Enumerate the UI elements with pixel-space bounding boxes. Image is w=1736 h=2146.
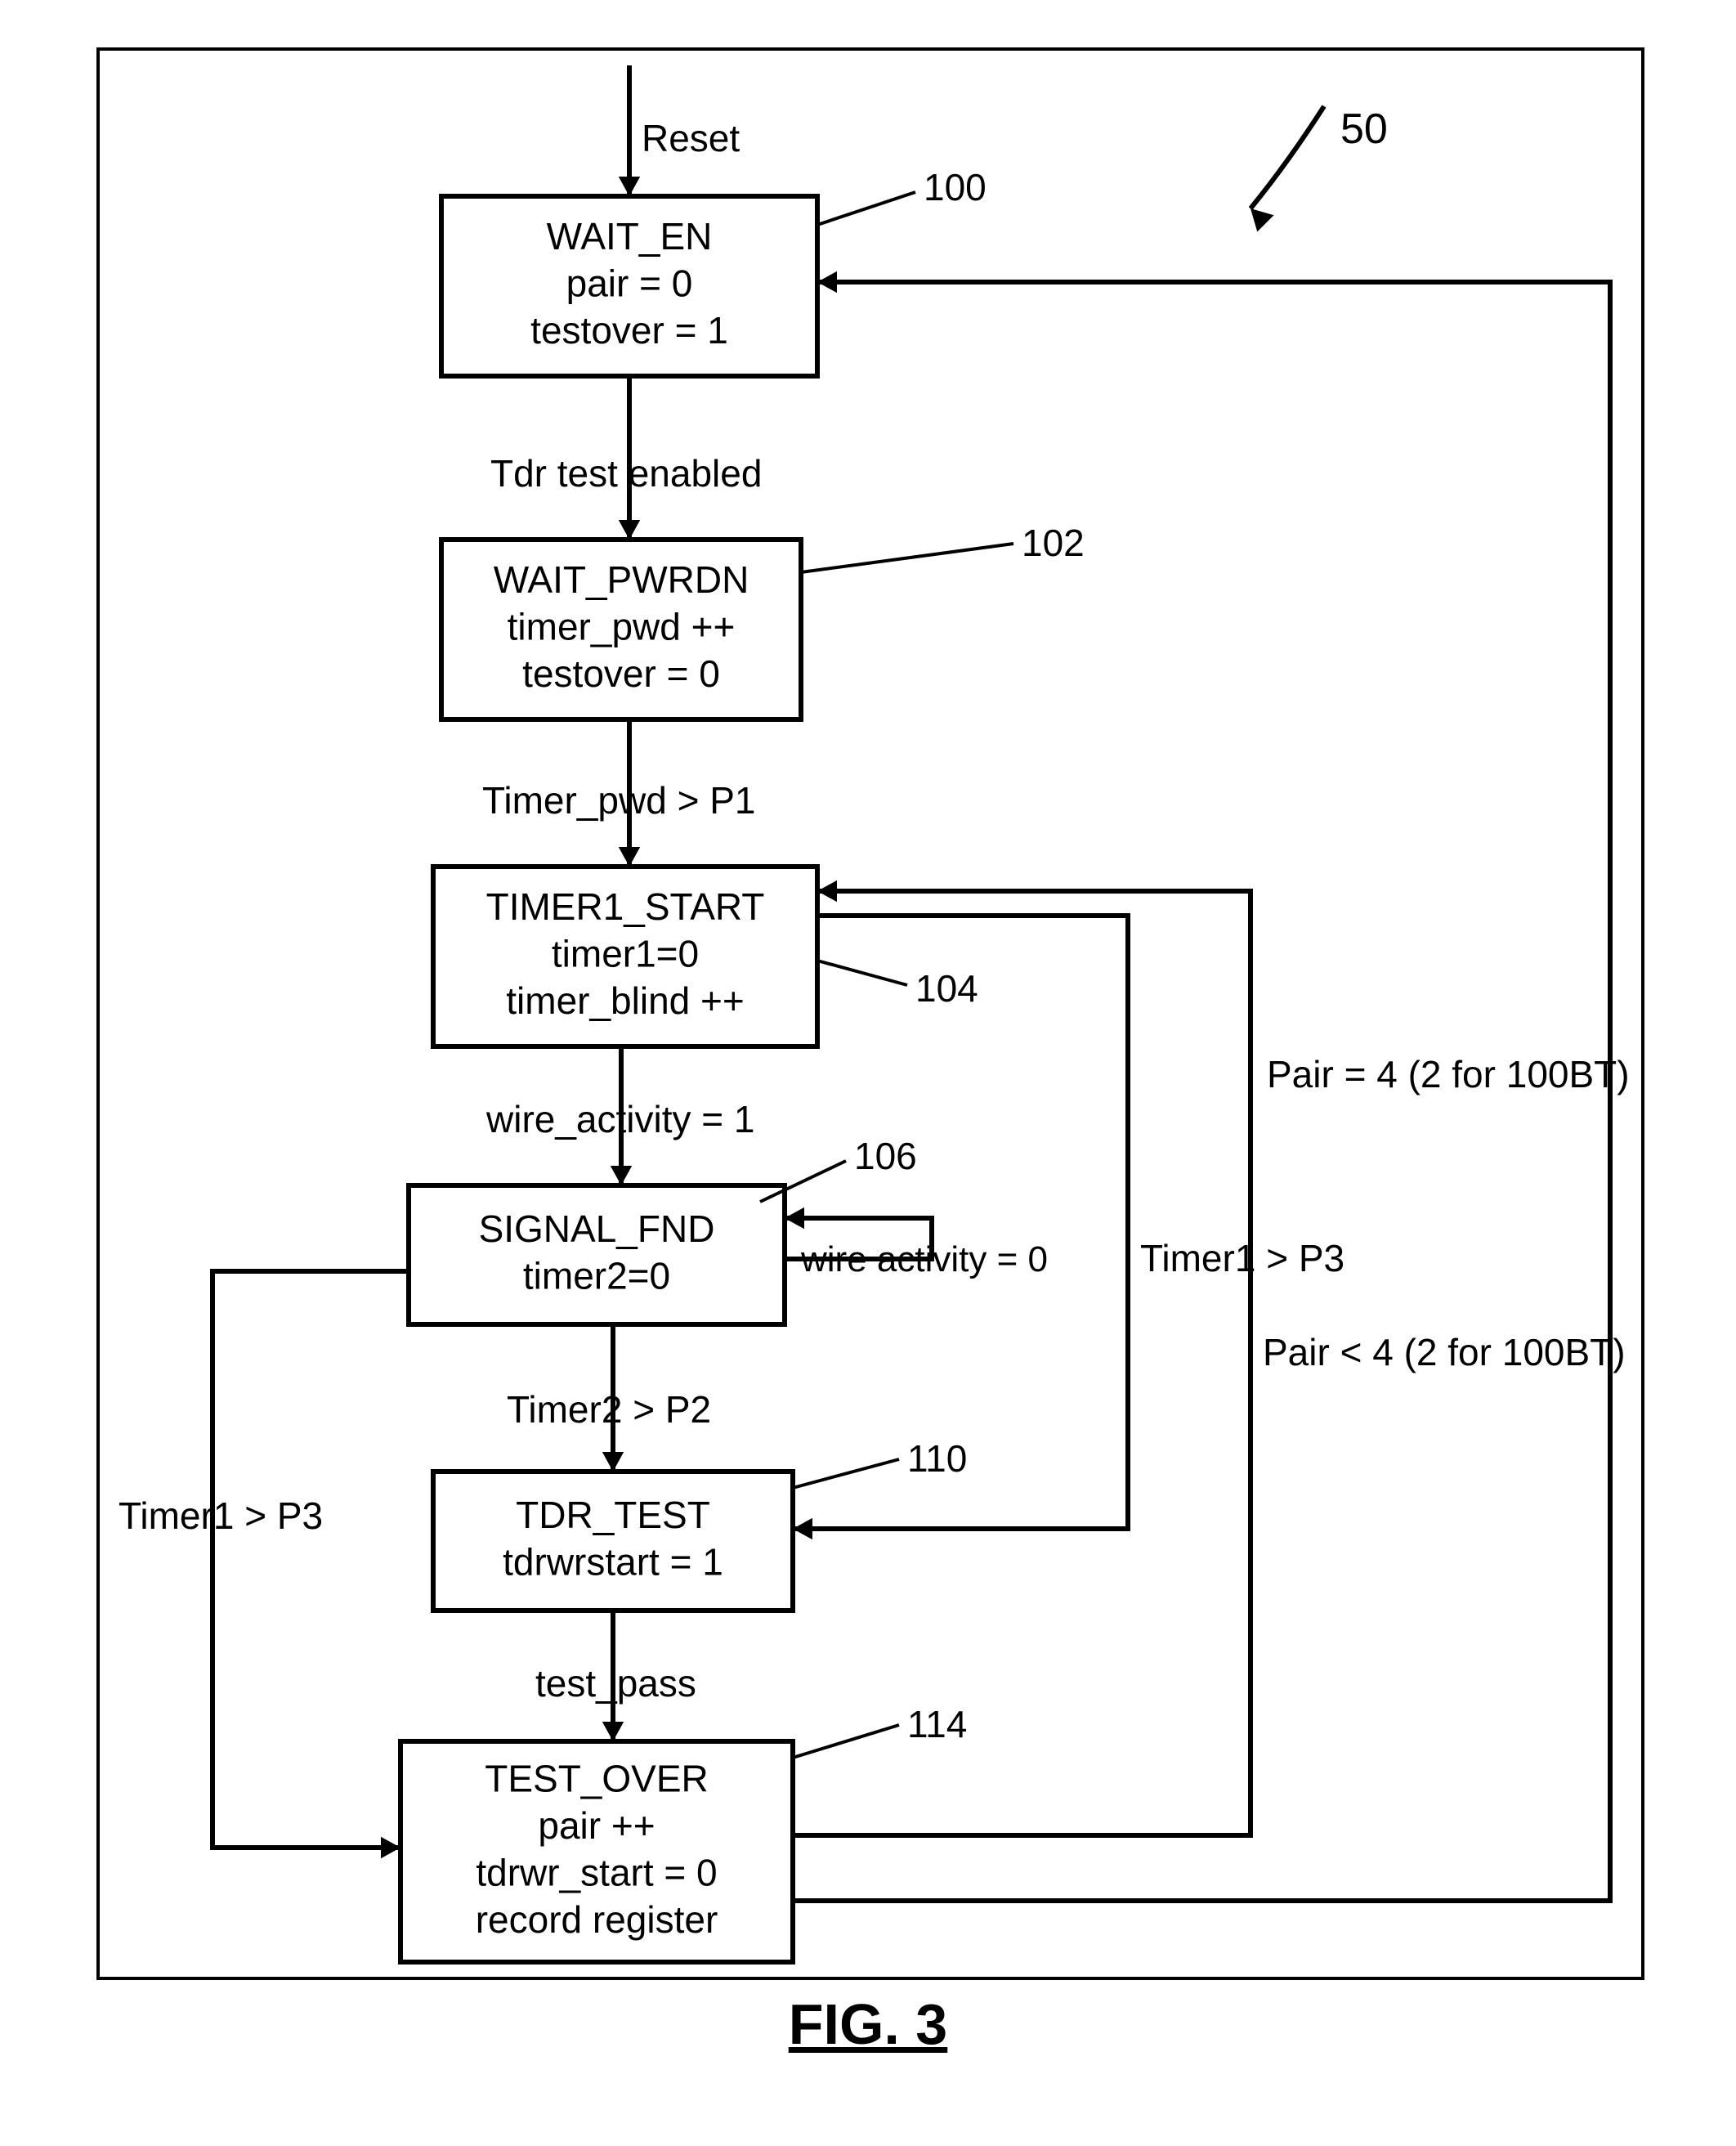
edge-pwrdn_to_timer1: Timer_pwd > P1 [482, 719, 756, 867]
node-test_over-refnum: 114 [907, 1703, 967, 1745]
outer-border [98, 49, 1643, 1978]
edge-testover_paireq_to_waiten: Pair = 4 (2 for 100BT) [793, 282, 1630, 1901]
figure-title: FIG. 3 [789, 1992, 947, 2056]
edge-signal_timer1p3_to_testover: Timer1 > P3 [119, 1271, 409, 1848]
node-tdr_test-line-1: tdrwrstart = 1 [503, 1540, 723, 1583]
node-test_over-line-1: pair ++ [538, 1804, 655, 1847]
edge-label-waiten_to_pwrdn: Tdr test enabled [490, 452, 762, 495]
edge-wire_activity_0_loop: wire activity = 0 [785, 1218, 1048, 1279]
edge-timer1_p3_to_tdr: Timer1 > P3 [793, 916, 1345, 1529]
edge-label-wire_activity_0_loop: wire activity = 0 [800, 1239, 1048, 1279]
node-test_over: TEST_OVERpair ++tdrwr_start = 0 record re… [400, 1703, 967, 1962]
edge-label-signal_timer1p3_to_testover: Timer1 > P3 [119, 1494, 323, 1537]
node-tdr_test: TDR_TESTtdrwrstart = 1 110 [433, 1437, 967, 1611]
node-timer1_start-refnum: 104 [915, 967, 978, 1010]
node-wait_pwrdn-refnum: 102 [1022, 522, 1085, 564]
edge-signal_to_tdr: Timer2 > P2 [507, 1324, 711, 1472]
node-tdr_test-refnum: 110 [907, 1437, 967, 1480]
edge-label-timer1_to_signal: wire_activity = 1 [485, 1098, 755, 1140]
node-wait_pwrdn-line-2: testover = 0 [522, 652, 720, 695]
edge-reset_in: Reset [629, 65, 740, 196]
flowchart-canvas: Reset Tdr test enabled Timer_pwd > P1 wire_… [0, 0, 1736, 2146]
node-test_over-line-0: TEST_OVER [485, 1757, 709, 1799]
node-test_over-line-2: tdrwr_start = 0 [476, 1851, 717, 1893]
node-timer1_start-line-1: timer1=0 [552, 933, 699, 975]
node-wait_en-line-2: testover = 1 [530, 309, 728, 352]
node-signal_fnd: SIGNAL_FNDtimer2=0 106 [409, 1135, 917, 1324]
edge-label-pwrdn_to_timer1: Timer_pwd > P1 [482, 779, 756, 822]
node-wait_pwrdn-line-1: timer_pwd ++ [508, 606, 736, 648]
edge-label-tdr_to_testover: test_pass [535, 1662, 696, 1705]
node-signal_fnd-refnum: 106 [854, 1135, 917, 1177]
edge-label-signal_to_tdr: Timer2 > P2 [507, 1388, 711, 1431]
edge-label-reset_in: Reset [642, 117, 740, 159]
node-test_over-line-3: record register [476, 1898, 718, 1941]
edge-timer1_to_signal: wire_activity = 1 [485, 1046, 755, 1185]
node-timer1_start-line-0: TIMER1_START [486, 885, 765, 928]
node-signal_fnd-line-0: SIGNAL_FND [479, 1207, 715, 1250]
edge-testover_pairlt_to_timer1: Pair < 4 (2 for 100BT) [793, 891, 1626, 1835]
node-wait_en: WAIT_ENpair = 0testover = 1 100 [441, 166, 987, 376]
reference-label: 50 [1340, 105, 1388, 153]
node-wait_en-refnum: 100 [924, 166, 987, 208]
node-wait_en-line-0: WAIT_EN [547, 215, 713, 258]
node-wait_pwrdn-line-0: WAIT_PWRDN [494, 558, 749, 601]
node-signal_fnd-line-1: timer2=0 [523, 1254, 670, 1297]
edge-label-testover_paireq_to_waiten: Pair = 4 (2 for 100BT) [1267, 1053, 1630, 1095]
edge-label-timer1_p3_to_tdr: Timer1 > P3 [1140, 1237, 1345, 1279]
node-wait_en-line-1: pair = 0 [566, 262, 693, 305]
edge-label-testover_pairlt_to_timer1: Pair < 4 (2 for 100BT) [1263, 1331, 1626, 1373]
edge-waiten_to_pwrdn: Tdr test enabled [490, 376, 762, 540]
node-timer1_start-line-2: timer_blind ++ [506, 979, 745, 1022]
reference-arrow: 50 [1251, 105, 1388, 208]
node-tdr_test-line-0: TDR_TEST [516, 1494, 710, 1536]
node-wait_pwrdn: WAIT_PWRDN timer_pwd ++testover = 0 102 [441, 522, 1085, 719]
